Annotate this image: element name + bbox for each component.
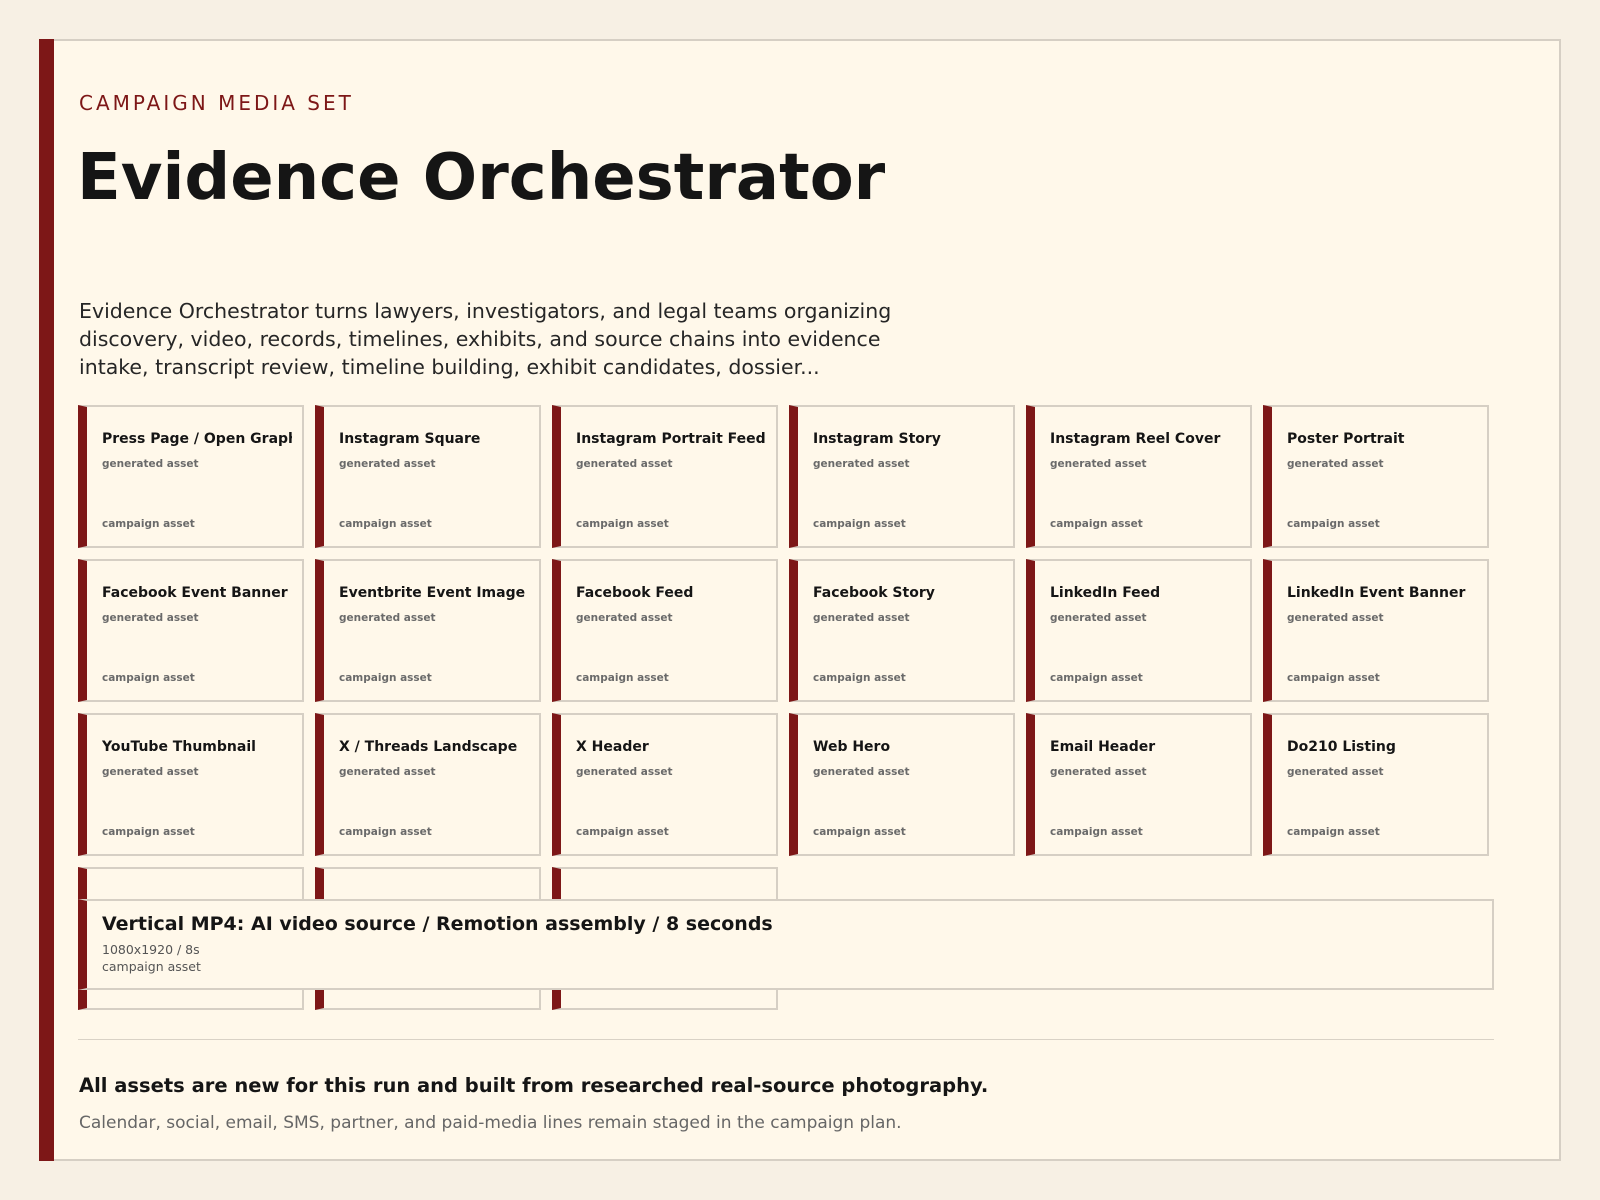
asset-card[interactable]: Eventbrite Event Image generated asset c…	[315, 559, 541, 702]
asset-subtitle: generated asset	[102, 458, 199, 470]
asset-title: X / Threads Landscape	[339, 739, 518, 755]
asset-tag: campaign asset	[576, 672, 669, 684]
asset-title: Instagram Portrait Feed	[576, 431, 766, 447]
asset-subtitle: generated asset	[102, 766, 199, 778]
asset-tag: campaign asset	[1287, 672, 1380, 684]
asset-card[interactable]: Web Hero generated asset campaign asset	[789, 713, 1015, 856]
asset-card[interactable]: Poster Portrait generated asset campaign…	[1263, 405, 1489, 548]
asset-card[interactable]: Instagram Portrait Feed generated asset …	[552, 405, 778, 548]
asset-title: Poster Portrait	[1287, 431, 1405, 447]
asset-title: Eventbrite Event Image	[339, 585, 526, 601]
asset-subtitle: generated asset	[813, 458, 910, 470]
asset-title: Facebook Story	[813, 585, 935, 601]
asset-tag: campaign asset	[339, 518, 432, 530]
asset-tag: campaign asset	[1287, 826, 1380, 838]
video-spec: 1080x1920 / 8s	[102, 942, 200, 957]
asset-card[interactable]: Facebook Event Banner generated asset ca…	[78, 559, 304, 702]
asset-subtitle: generated asset	[813, 612, 910, 624]
asset-subtitle: generated asset	[1050, 766, 1147, 778]
asset-card[interactable]: Press Page / Open Graph generated asset …	[78, 405, 304, 548]
eyebrow-label: CAMPAIGN MEDIA SET	[79, 91, 354, 115]
asset-subtitle: generated asset	[339, 766, 436, 778]
asset-card[interactable]: Email Header generated asset campaign as…	[1026, 713, 1252, 856]
asset-title: Instagram Reel Cover	[1050, 431, 1221, 447]
asset-card[interactable]: Instagram Story generated asset campaign…	[789, 405, 1015, 548]
asset-subtitle: generated asset	[339, 458, 436, 470]
asset-tag: campaign asset	[576, 826, 669, 838]
asset-card[interactable]: Facebook Story generated asset campaign …	[789, 559, 1015, 702]
footer-note: Calendar, social, email, SMS, partner, a…	[79, 1113, 902, 1133]
page-description: Evidence Orchestrator turns lawyers, inv…	[79, 299, 892, 379]
asset-tag: campaign asset	[813, 518, 906, 530]
asset-subtitle: generated asset	[339, 612, 436, 624]
asset-title: LinkedIn Event Banner	[1287, 585, 1466, 601]
asset-card[interactable]: Instagram Square generated asset campaig…	[315, 405, 541, 548]
asset-tag: campaign asset	[339, 826, 432, 838]
asset-title: YouTube Thumbnail	[102, 739, 256, 755]
asset-title: Facebook Feed	[576, 585, 694, 601]
asset-card[interactable]: LinkedIn Event Banner generated asset ca…	[1263, 559, 1489, 702]
asset-title: Web Hero	[813, 739, 891, 755]
asset-title: Do210 Listing	[1287, 739, 1396, 755]
asset-card[interactable]: YouTube Thumbnail generated asset campai…	[78, 713, 304, 856]
asset-card[interactable]: Do210 Listing generated asset campaign a…	[1263, 713, 1489, 856]
asset-title: X Header	[576, 739, 649, 755]
asset-tag: campaign asset	[339, 672, 432, 684]
asset-subtitle: generated asset	[1287, 458, 1384, 470]
asset-tag: campaign asset	[813, 672, 906, 684]
asset-tag: campaign asset	[576, 518, 669, 530]
asset-subtitle: generated asset	[576, 458, 673, 470]
asset-tag: campaign asset	[1050, 672, 1143, 684]
asset-card[interactable]: X Header generated asset campaign asset	[552, 713, 778, 856]
asset-tag: campaign asset	[1050, 826, 1143, 838]
asset-subtitle: generated asset	[813, 766, 910, 778]
asset-subtitle: generated asset	[102, 612, 199, 624]
asset-title: Facebook Event Banner	[102, 585, 288, 601]
footer-headline: All assets are new for this run and buil…	[79, 1074, 989, 1097]
asset-subtitle: generated asset	[1287, 612, 1384, 624]
video-title: Vertical MP4: AI video source / Remotion…	[102, 913, 773, 935]
asset-title: Instagram Story	[813, 431, 941, 447]
asset-tag: campaign asset	[813, 826, 906, 838]
video-asset-card[interactable]: Vertical MP4: AI video source / Remotion…	[78, 899, 1494, 990]
asset-card[interactable]: X / Threads Landscape generated asset ca…	[315, 713, 541, 856]
asset-subtitle: generated asset	[576, 766, 673, 778]
asset-card[interactable]: LinkedIn Feed generated asset campaign a…	[1026, 559, 1252, 702]
asset-subtitle: generated asset	[1287, 766, 1384, 778]
asset-title: Email Header	[1050, 739, 1156, 755]
asset-card[interactable]: Facebook Feed generated asset campaign a…	[552, 559, 778, 702]
asset-subtitle: generated asset	[576, 612, 673, 624]
media-set-panel: CAMPAIGN MEDIA SET Evidence Orchestrator…	[39, 39, 1561, 1161]
asset-tag: campaign asset	[102, 672, 195, 684]
asset-tag: campaign asset	[1287, 518, 1380, 530]
asset-title: Press Page / Open Graph	[102, 431, 292, 447]
footer-divider	[78, 1039, 1494, 1040]
asset-card[interactable]: Instagram Reel Cover generated asset cam…	[1026, 405, 1252, 548]
accent-bar	[39, 39, 54, 1161]
asset-tag: campaign asset	[1050, 518, 1143, 530]
asset-title: Instagram Square	[339, 431, 481, 447]
page-title: Evidence Orchestrator	[77, 141, 886, 215]
asset-subtitle: generated asset	[1050, 458, 1147, 470]
video-tag: campaign asset	[102, 959, 201, 974]
asset-tag: campaign asset	[102, 826, 195, 838]
asset-title: LinkedIn Feed	[1050, 585, 1161, 601]
asset-subtitle: generated asset	[1050, 612, 1147, 624]
asset-tag: campaign asset	[102, 518, 195, 530]
